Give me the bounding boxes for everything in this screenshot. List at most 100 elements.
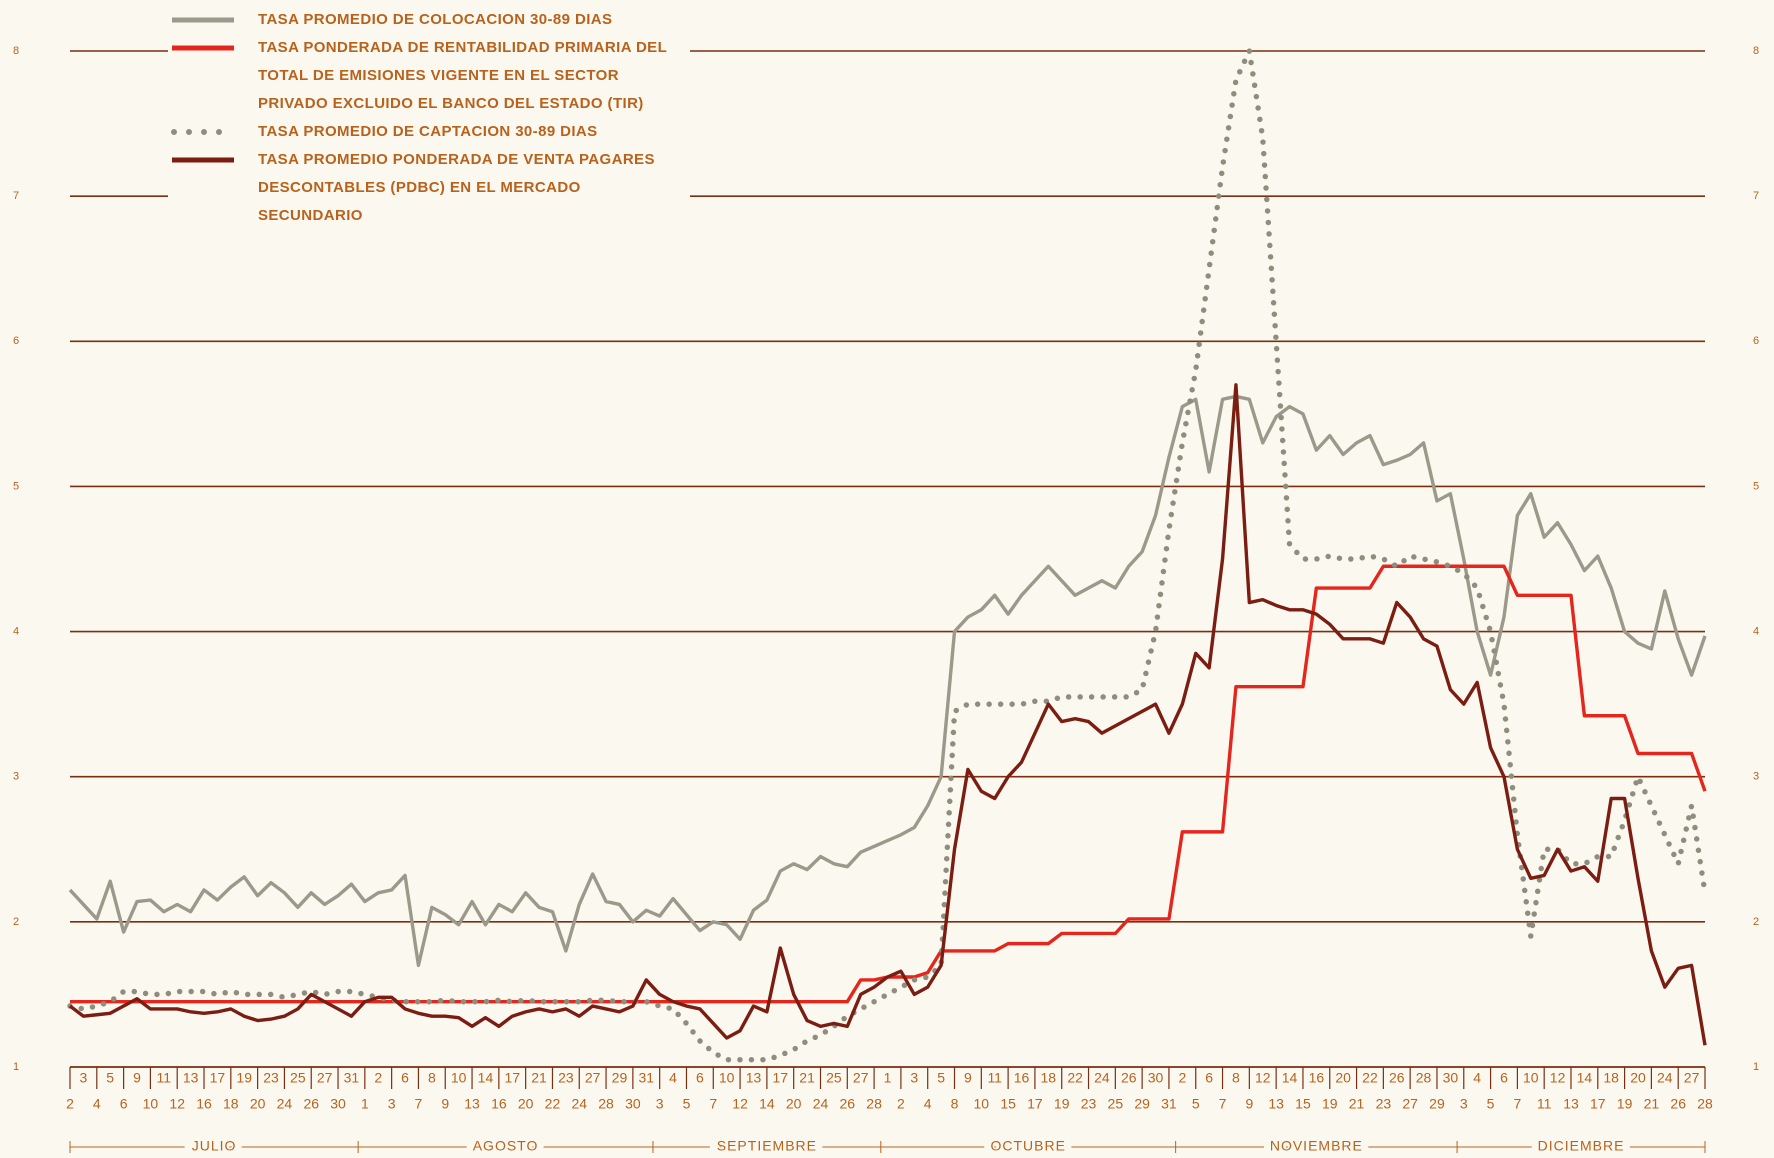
x-tick-label: 22 (1067, 1070, 1083, 1086)
x-tick-label: 1 (361, 1096, 369, 1112)
legend-entry: TASA PROMEDIO DE CAPTACION 30-89 DIAS (168, 118, 690, 146)
x-tick-label: 25 (826, 1070, 842, 1086)
x-tick-label: 12 (1550, 1070, 1566, 1086)
x-tick-label: 9 (441, 1096, 449, 1112)
x-tick-label: 21 (1349, 1096, 1365, 1112)
y-tick-label: 6 (1753, 335, 1759, 347)
x-tick-label: 23 (558, 1070, 574, 1086)
x-tick-label: 17 (1027, 1096, 1043, 1112)
legend-label: TASA PROMEDIO DE COLOCACION 30-89 DIAS (258, 11, 613, 28)
x-tick-label: 16 (1014, 1070, 1030, 1086)
month-label: SEPTIEMBRE (717, 1138, 817, 1154)
month-label: AGOSTO (473, 1138, 539, 1154)
x-tick-label: 8 (1232, 1070, 1240, 1086)
y-tick-label: 4 (13, 625, 19, 637)
x-tick-label: 12 (169, 1096, 185, 1112)
x-tick-label: 19 (1054, 1096, 1070, 1112)
x-tick-label: 27 (1402, 1096, 1418, 1112)
x-tick-label: 21 (531, 1070, 547, 1086)
x-tick-label: 4 (669, 1070, 677, 1086)
x-tick-label: 18 (1603, 1070, 1619, 1086)
x-tick-label: 26 (1389, 1070, 1405, 1086)
month-label: NOVIEMBRE (1270, 1138, 1363, 1154)
x-tick-label: 13 (746, 1070, 762, 1086)
x-tick-label: 6 (401, 1070, 409, 1086)
x-tick-label: 31 (638, 1070, 654, 1086)
x-tick-label: 13 (1563, 1096, 1579, 1112)
x-tick-label: 13 (1268, 1096, 1284, 1112)
x-tick-label: 4 (93, 1096, 101, 1112)
x-tick-label: 30 (330, 1096, 346, 1112)
x-tick-label: 24 (1094, 1070, 1110, 1086)
y-tick-label: 5 (13, 480, 19, 492)
x-tick-label: 7 (415, 1096, 423, 1112)
x-tick-label: 7 (709, 1096, 717, 1112)
legend-entry: TASA PONDERADA DE RENTABILIDAD PRIMARIA … (168, 34, 690, 118)
legend-swatch (172, 17, 234, 23)
month-label: OCTUBRE (990, 1138, 1065, 1154)
x-tick-label: 24 (1657, 1070, 1673, 1086)
x-tick-label: 12 (732, 1096, 748, 1112)
x-tick-label: 11 (157, 1070, 172, 1086)
x-tick-label: 11 (1537, 1096, 1552, 1112)
x-tick-label: 20 (786, 1096, 802, 1112)
x-tick-label: 3 (1460, 1096, 1468, 1112)
x-tick-label: 5 (937, 1070, 945, 1086)
x-tick-label: 28 (1416, 1070, 1432, 1086)
x-tick-label: 7 (1513, 1096, 1521, 1112)
x-tick-label: 10 (451, 1070, 467, 1086)
x-tick-label: 23 (1081, 1096, 1097, 1112)
x-tick-label: 10 (719, 1070, 735, 1086)
x-tick-label: 18 (223, 1096, 239, 1112)
x-tick-label: 25 (290, 1070, 306, 1086)
x-tick-label: 10 (974, 1096, 990, 1112)
legend-entry: TASA PROMEDIO DE COLOCACION 30-89 DIAS (168, 6, 690, 34)
x-tick-label: 8 (428, 1070, 436, 1086)
x-tick-label: 30 (1148, 1070, 1164, 1086)
y-tick-label: 6 (13, 335, 19, 347)
x-tick-label: 29 (1134, 1096, 1150, 1112)
x-tick-label: 2 (374, 1070, 382, 1086)
x-tick-label: 31 (1161, 1096, 1177, 1112)
legend-swatch (171, 129, 237, 135)
x-tick-label: 24 (813, 1096, 829, 1112)
x-tick-label: 10 (143, 1096, 159, 1112)
x-tick-label: 29 (1429, 1096, 1445, 1112)
x-tick-label: 14 (1577, 1070, 1593, 1086)
x-tick-label: 20 (518, 1096, 534, 1112)
x-tick-label: 17 (1590, 1096, 1606, 1112)
x-tick-label: 28 (598, 1096, 614, 1112)
x-tick-label: 1 (884, 1070, 892, 1086)
y-tick-label: 1 (13, 1061, 19, 1073)
x-tick-label: 21 (799, 1070, 815, 1086)
x-tick-label: 20 (250, 1096, 266, 1112)
y-tick-label: 1 (1753, 1061, 1759, 1073)
x-tick-label: 11 (987, 1070, 1002, 1086)
x-tick-label: 19 (1322, 1096, 1338, 1112)
x-tick-label: 17 (772, 1070, 788, 1086)
x-tick-label: 27 (853, 1070, 869, 1086)
x-tick-label: 17 (210, 1070, 226, 1086)
x-tick-label: 5 (1192, 1096, 1200, 1112)
x-tick-label: 27 (585, 1070, 601, 1086)
x-tick-label: 20 (1630, 1070, 1646, 1086)
x-tick-label: 5 (106, 1070, 114, 1086)
x-tick-label: 3 (80, 1070, 88, 1086)
legend-label: TASA PROMEDIO DE CAPTACION 30-89 DIAS (258, 123, 598, 140)
x-tick-label: 9 (133, 1070, 141, 1086)
x-tick-label: 9 (1245, 1096, 1253, 1112)
x-tick-label: 5 (1487, 1096, 1495, 1112)
x-tick-label: 7 (1219, 1096, 1227, 1112)
x-tick-label: 5 (683, 1096, 691, 1112)
x-tick-label: 26 (1670, 1096, 1686, 1112)
x-tick-label: 27 (1684, 1070, 1700, 1086)
x-tick-label: 23 (263, 1070, 279, 1086)
x-tick-label: 6 (696, 1070, 704, 1086)
x-tick-label: 31 (344, 1070, 360, 1086)
x-tick-label: 22 (1362, 1070, 1378, 1086)
y-tick-label: 4 (1753, 625, 1759, 637)
x-tick-label: 3 (388, 1096, 396, 1112)
legend-entry: TASA PROMEDIO PONDERADA DE VENTA PAGARES… (168, 146, 690, 230)
x-tick-label: 17 (504, 1070, 520, 1086)
